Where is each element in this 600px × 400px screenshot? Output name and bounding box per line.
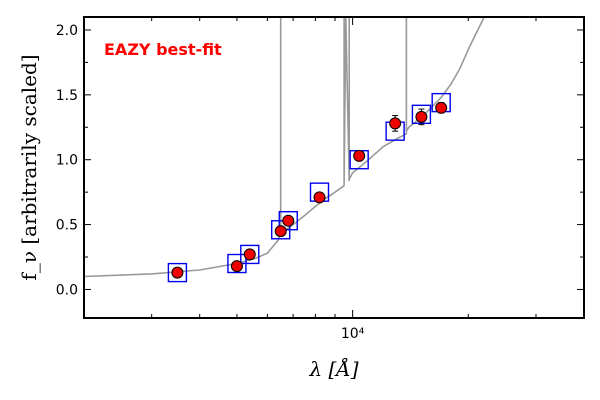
y-tick-label: 0.5	[56, 218, 78, 234]
ticks-layer: 0.0 0.5 1.0 1.5 2.0 10⁴	[56, 17, 584, 342]
x-axis-label: λ [Å]	[308, 356, 358, 381]
model-square	[278, 210, 298, 231]
observed-point	[415, 110, 428, 123]
plot-frame	[83, 16, 585, 319]
observed-point	[171, 266, 184, 279]
y-tick-label: 2.0	[56, 23, 78, 39]
observed-point	[389, 117, 402, 130]
model-square	[240, 244, 260, 265]
y-tick-label: 1.0	[56, 153, 78, 169]
model-photometry-layer	[167, 92, 451, 283]
observed-point	[274, 225, 287, 238]
model-square	[167, 262, 188, 283]
observed-photometry-layer	[171, 101, 448, 279]
observed-point	[435, 101, 448, 114]
x-tick-label: 10⁴	[341, 326, 365, 342]
observed-point	[353, 149, 366, 162]
y-tick-label: 1.5	[56, 88, 78, 104]
y-tick-label: 0.0	[56, 282, 78, 298]
observed-point	[243, 248, 256, 261]
annotation-label: EAZY best-fit	[104, 40, 222, 59]
observed-point	[313, 191, 326, 204]
observed-point	[230, 260, 243, 273]
y-axis-label: f_ν [arbitrarily scaled]	[17, 54, 41, 280]
observed-point	[282, 214, 295, 227]
